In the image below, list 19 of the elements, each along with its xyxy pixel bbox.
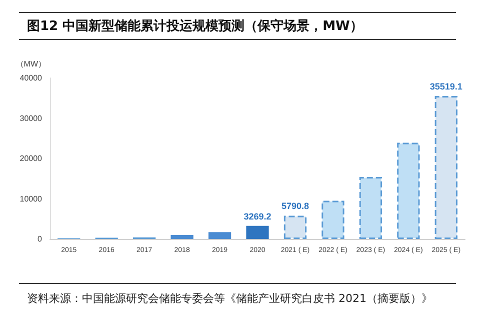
bar xyxy=(208,232,232,239)
bar xyxy=(397,142,420,239)
bar xyxy=(170,234,194,239)
bar xyxy=(284,216,307,239)
y-tick-label: 0 xyxy=(38,234,43,244)
bar xyxy=(359,177,382,239)
bar xyxy=(246,226,269,239)
bar xyxy=(322,200,344,239)
y-tick-label: 20000 xyxy=(20,154,43,163)
data-label: 3269.2 xyxy=(244,211,272,222)
y-tick-label: 10000 xyxy=(20,194,43,204)
y-tick-label: 40000 xyxy=(20,74,43,82)
data-label: 35519.1 xyxy=(430,82,462,92)
y-axis-title: （MW） xyxy=(16,60,46,68)
text: 资料来源：中国能源研究会储能专委会等《储能产业研究白皮书 2021（摘要版）》 xyxy=(27,291,434,307)
y-tick-label: 30000 xyxy=(20,114,43,123)
chart-title: 图12 中国新型储能累计投运规模预测（保守场景，MW） xyxy=(19,12,456,40)
data-label: 5790.8 xyxy=(281,201,309,212)
bar xyxy=(434,96,458,239)
